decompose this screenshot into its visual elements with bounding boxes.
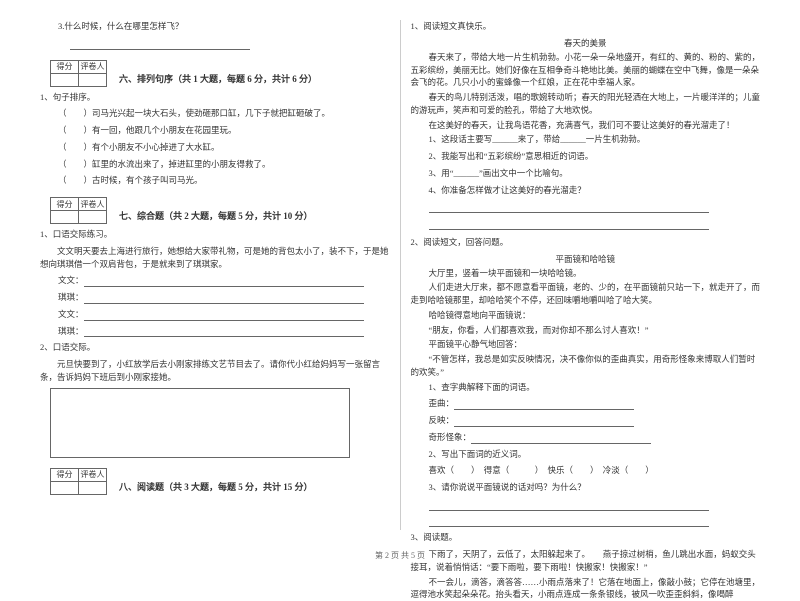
answer-box <box>50 388 350 458</box>
r2-p3: 哈哈镜得意地向平面镜说： <box>411 309 761 322</box>
r1-p3: 在这美好的春天，让我鸟语花香，充满喜气，我们可不要让这美好的春光溜走了！ <box>411 119 761 132</box>
sort-item: （ ）有个小朋友不小心掉进了大水缸。 <box>40 141 390 154</box>
score-box-6: 得分评卷人 六、排列句序（共 1 大题，每题 6 分，共计 6 分） <box>50 60 390 87</box>
r1-q4: 4、你准备怎样做才让这美好的春光溜走？ <box>411 184 761 197</box>
score-table: 得分评卷人 <box>50 468 107 495</box>
score-cell <box>51 211 79 224</box>
score-cell <box>51 481 79 494</box>
comp2-para: 元旦快要到了，小红放学后去小刚家排练文艺节目去了。请你代小红给妈妈写一张留言条，… <box>40 358 390 384</box>
dialog-row: 文文： <box>40 308 390 321</box>
r2-p4: “朋友，你看，人们都喜欢我，而对你却不那么讨人喜欢！” <box>411 324 761 337</box>
blank-line <box>429 517 709 527</box>
question-3: 3.什么时候，什么在哪里怎样飞？ <box>40 20 390 33</box>
r1-q3: 3、用“______”画出文中一个比喻句。 <box>411 167 761 180</box>
section-6-title: 六、排列句序（共 1 大题，每题 6 分，共计 6 分） <box>119 60 317 85</box>
r1-title: 春天的美景 <box>411 37 761 49</box>
blank-line <box>84 327 364 337</box>
dialog-label: 文文： <box>58 275 84 285</box>
score-label: 得分 <box>51 198 79 211</box>
score-table: 得分评卷人 <box>50 60 107 87</box>
dialog-row: 琪琪： <box>40 291 390 304</box>
blank-line <box>429 220 709 230</box>
vocab-label: 奇形怪象： <box>429 432 472 442</box>
r2-sub1-lead: 1、查字典解释下面的词语。 <box>411 381 761 394</box>
blank-line <box>84 277 364 287</box>
r2-sub3: 3、请你说说平面镜说的话对吗？为什么？ <box>411 481 761 494</box>
page-container: 3.什么时候，什么在哪里怎样飞？ 得分评卷人 六、排列句序（共 1 大题，每题 … <box>0 0 800 545</box>
r2-p1: 大厅里，竖着一块平面镜和一块哈哈镜。 <box>411 267 761 280</box>
dialog-label: 文文： <box>58 309 84 319</box>
sort-item: （ ）缸里的水流出来了，掉进缸里的小朋友得救了。 <box>40 158 390 171</box>
dialog-row: 琪琪： <box>40 325 390 338</box>
blank-line <box>429 501 709 511</box>
sort-item: （ ）司马光兴起一块大石头，使劲砸那口缸，几下子就把缸砸破了。 <box>40 107 390 120</box>
blank-line <box>429 203 709 213</box>
r3-lead: 3、阅读题。 <box>411 531 761 544</box>
r1-p1: 春天来了，带给大地一片生机勃勃。小花一朵一朵地盛开，有红的、黄的、粉的、紫的，五… <box>411 51 761 89</box>
score-box-8: 得分评卷人 八、阅读题（共 3 大题，每题 5 分，共计 15 分） <box>50 468 390 495</box>
dialog-label: 琪琪： <box>58 326 84 336</box>
r1-q1: 1、这段话主要写______来了，带给______一片生机勃勃。 <box>411 133 761 146</box>
sort-lead: 1、句子排序。 <box>40 91 390 104</box>
reviewer-cell <box>79 211 107 224</box>
r2-p2: 人们走进大厅来，都不愿意看平面镜，老的、少的，在平面镜前只站一下，就走开了，而走… <box>411 281 761 307</box>
reviewer-label: 评卷人 <box>79 198 107 211</box>
score-table: 得分评卷人 <box>50 197 107 224</box>
reviewer-cell <box>79 73 107 86</box>
r2-sub2-row: 喜欢（ ） 得意（ ） 快乐（ ） 冷淡（ ） <box>411 464 761 477</box>
r2-lead: 2、阅读短文，回答问题。 <box>411 236 761 249</box>
comp2-lead: 2、口语交际。 <box>40 341 390 354</box>
section-7-title: 七、综合题（共 2 大题，每题 5 分，共计 10 分） <box>119 197 313 222</box>
score-label: 得分 <box>51 60 79 73</box>
blank-line <box>70 40 250 50</box>
r1-p2: 春天的鸟儿特别活泼，唱的歌婉转动听；春天的阳光轻洒在大地上，一片暖洋洋的；儿童的… <box>411 91 761 117</box>
blank-line <box>471 434 651 444</box>
dialog-row: 文文： <box>40 274 390 287</box>
blank-line <box>454 417 634 427</box>
score-cell <box>51 73 79 86</box>
blank-line <box>454 400 634 410</box>
section-8-title: 八、阅读题（共 3 大题，每题 5 分，共计 15 分） <box>119 468 313 493</box>
r2-title: 平面镜和哈哈镜 <box>411 253 761 265</box>
comp1-lead: 1、口语交际练习。 <box>40 228 390 241</box>
blank-line <box>84 311 364 321</box>
reviewer-cell <box>79 481 107 494</box>
vocab-row: 奇形怪象： <box>411 431 761 444</box>
r1-lead: 1、阅读短文真快乐。 <box>411 20 761 33</box>
page-footer: 第 2 页 共 5 页 <box>0 550 800 561</box>
dialog-label: 琪琪： <box>58 292 84 302</box>
sort-item: （ ）有一回，他跟几个小朋友在花园里玩。 <box>40 124 390 137</box>
vocab-label: 反映： <box>429 415 455 425</box>
r2-sub2-lead: 2、写出下面词的近义词。 <box>411 448 761 461</box>
sort-item: （ ）古时候，有个孩子叫司马光。 <box>40 174 390 187</box>
reviewer-label: 评卷人 <box>79 468 107 481</box>
vocab-label: 歪曲： <box>429 398 455 408</box>
r3-p2: 不一会儿，滴答，滴答答……小雨点落来了！它落在地面上，像敲小鼓；它停在池塘里，逗… <box>411 576 761 601</box>
vocab-row: 反映： <box>411 414 761 427</box>
left-column: 3.什么时候，什么在哪里怎样飞？ 得分评卷人 六、排列句序（共 1 大题，每题 … <box>30 20 400 530</box>
r1-q2: 2、我能写出和“五彩缤纷”意思相近的词语。 <box>411 150 761 163</box>
r2-p6: “不管怎样，我总是如实反映情况，决不像你似的歪曲真实，用奇形怪象来博取人们暂时的… <box>411 353 761 379</box>
score-label: 得分 <box>51 468 79 481</box>
comp1-para: 文文明天要去上海进行旅行，她想给大家带礼物，可是她的背包太小了，装不下，于是她想… <box>40 245 390 271</box>
score-box-7: 得分评卷人 七、综合题（共 2 大题，每题 5 分，共计 10 分） <box>50 197 390 224</box>
vocab-row: 歪曲： <box>411 397 761 410</box>
reviewer-label: 评卷人 <box>79 60 107 73</box>
right-column: 1、阅读短文真快乐。 春天的美景 春天来了，带给大地一片生机勃勃。小花一朵一朵地… <box>401 20 771 530</box>
r2-p5: 平面镜平心静气地回答： <box>411 338 761 351</box>
blank-line <box>84 294 364 304</box>
